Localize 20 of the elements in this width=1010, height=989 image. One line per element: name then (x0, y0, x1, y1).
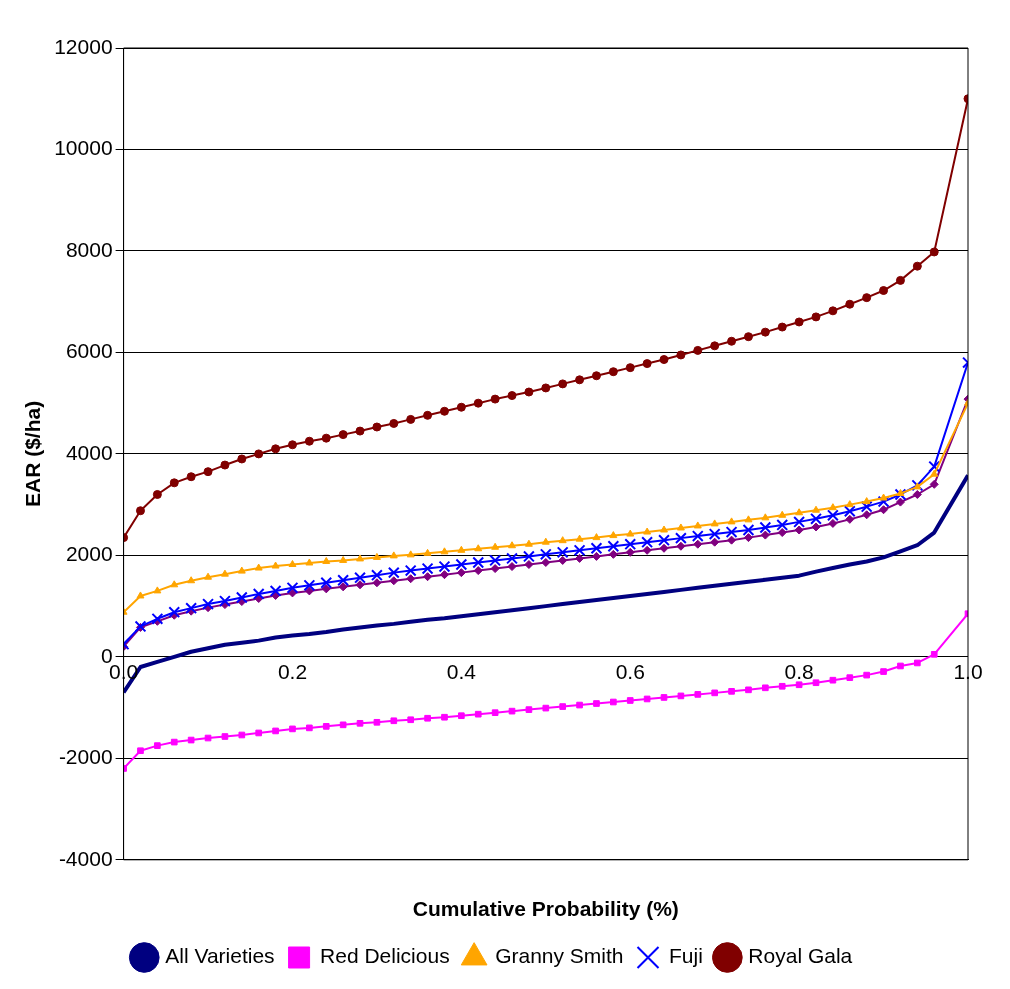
legend-label: Royal Gala (748, 944, 853, 968)
x-tick-label: 0.4 (446, 660, 477, 684)
y-tick-label: -2000 (58, 745, 113, 769)
x-tick-label: 0.2 (277, 660, 308, 684)
y-tick-label: 12000 (54, 34, 113, 58)
y-tick-label: 4000 (65, 440, 113, 464)
y-tick-label: 6000 (65, 339, 113, 363)
legend-label: All Varieties (165, 944, 275, 968)
x-axis-title: Cumulative Probability (%) (412, 897, 679, 921)
legend-label: Red Delicious (320, 944, 450, 968)
y-tick-label: -4000 (58, 846, 113, 870)
y-tick-label: 8000 (65, 237, 113, 261)
y-tick-label: 2000 (65, 542, 113, 566)
legend-label: Granny Smith (495, 944, 624, 968)
x-tick-label: 0.6 (615, 660, 645, 684)
x-tick-label: 1.0 (953, 660, 983, 684)
x-tick-label: 0.8 (784, 660, 814, 684)
y-axis-title: EAR ($/ha) (21, 400, 45, 507)
y-tick-label: 10000 (54, 136, 113, 160)
legend-label: Fuji (669, 944, 703, 968)
